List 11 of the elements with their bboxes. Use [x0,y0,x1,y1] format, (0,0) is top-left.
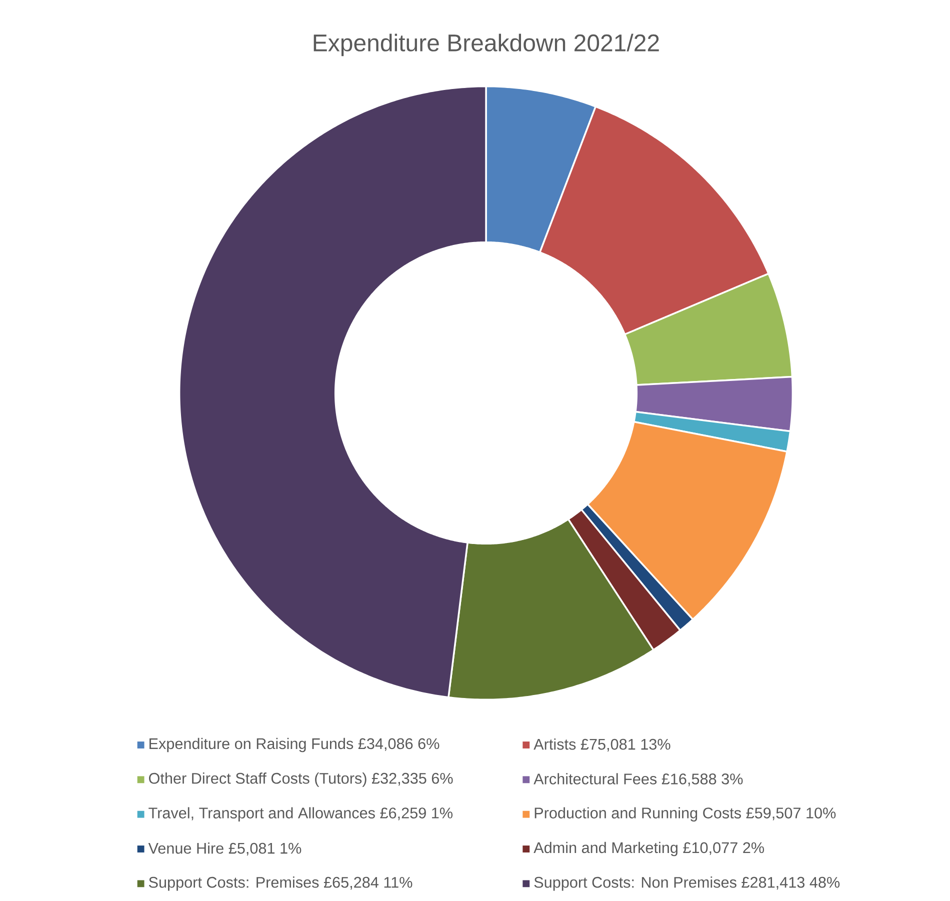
legend-label: Expenditure on Raising Funds £34,086 6% [150,738,440,752]
legend-label: Architectural Fees £16,588 3% [534,773,743,786]
chart-title: Expenditure Breakdown 2021/22 [314,34,659,56]
legend-label: Travel, Transport and Allowances £6,259 1% [148,807,453,822]
legend-label: Production and Running Costs £59,507 10% [534,807,836,822]
legend-label: Support Costs: Non Premises £281,413 48% [534,876,840,891]
legend-label: Support Costs: Premises £65,284 11% [148,876,412,891]
legend-label: Venue Hire £5,081 1% [148,842,302,856]
legend-label: Other Direct Staff Costs (Tutors) £32,335 6% [149,772,453,787]
legend-label: Admin and Marketing £10,077 2% [534,842,764,856]
legend-label: Artists £75,081 13% [534,738,670,752]
